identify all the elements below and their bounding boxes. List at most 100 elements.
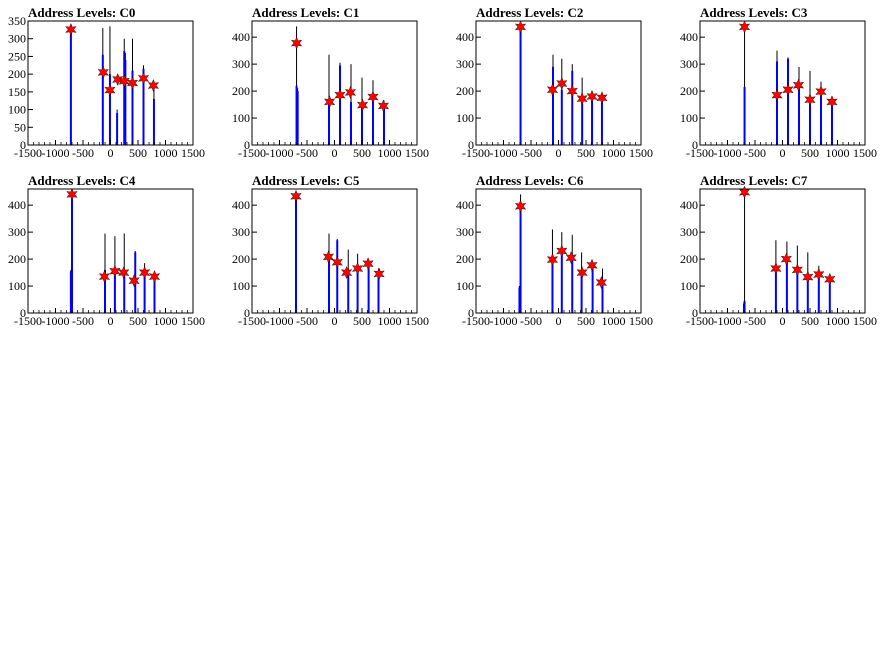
peak-star-marker (802, 270, 814, 284)
x-tick-label: -1000 (714, 314, 742, 328)
peak-star-marker (782, 83, 794, 97)
histogram-bar (101, 54, 104, 145)
peak-star-marker (331, 255, 343, 269)
x-tick-label: -1500 (462, 146, 490, 160)
histogram-bar (131, 70, 134, 145)
histogram-bar (372, 97, 374, 145)
peak-star-marker (514, 20, 527, 34)
peak-star-marker (148, 270, 161, 284)
histogram-bar (69, 26, 72, 145)
histogram-bar (123, 269, 126, 313)
histogram-bar (339, 65, 341, 145)
peak-star-marker (586, 258, 598, 272)
histogram-bar (295, 197, 297, 313)
histogram-bar (328, 256, 330, 313)
peak-star-marker (546, 83, 559, 97)
y-tick-label: 100 (8, 279, 26, 293)
y-tick-label: 400 (680, 198, 698, 212)
x-tick-label: -1000 (490, 314, 518, 328)
x-tick-label: -1500 (14, 314, 42, 328)
x-tick-label: 1500 (405, 146, 429, 160)
x-tick-label: -1500 (686, 146, 714, 160)
x-tick-label: 500 (353, 314, 371, 328)
peak-star-marker (813, 267, 825, 282)
y-tick-label: 400 (232, 198, 250, 212)
peak-star-marker (514, 199, 527, 213)
peak-star-marker (351, 261, 364, 276)
x-tick-label: 500 (577, 146, 595, 160)
peak-star-marker (373, 267, 385, 281)
peak-star-marker (118, 74, 130, 88)
histogram-bar (124, 59, 127, 145)
histogram-bar (571, 256, 574, 313)
x-tick-label: 1000 (154, 314, 178, 328)
y-tick-label: 0 (692, 306, 698, 320)
peak-star-marker (138, 266, 151, 280)
peak-star-marker (556, 76, 568, 91)
y-tick-label: 100 (232, 111, 250, 125)
y-tick-label: 350 (8, 14, 26, 28)
histogram-bar (518, 287, 521, 313)
peak-star-marker (738, 20, 751, 34)
peak-star-marker (112, 72, 124, 87)
x-tick-label: 0 (108, 146, 114, 160)
histogram-bar (123, 51, 126, 145)
histogram-bar (347, 272, 350, 313)
histogram-bar (383, 104, 385, 145)
x-tick-label: -500 (296, 314, 318, 328)
y-tick-label: 300 (8, 32, 26, 46)
x-tick-label: 0 (780, 314, 786, 328)
peak-star-marker (576, 92, 588, 106)
y-tick-label: 0 (244, 306, 250, 320)
y-tick-label: 300 (680, 57, 698, 71)
y-tick-label: 400 (680, 30, 698, 44)
plot-frame (475, 188, 642, 314)
x-tick-label: 1000 (378, 314, 402, 328)
histogram-bar (116, 113, 119, 145)
x-tick-label: 500 (353, 146, 371, 160)
histogram-bar (328, 101, 330, 145)
x-tick-label: 1000 (378, 146, 402, 160)
peak-star-marker (780, 252, 792, 266)
x-tick-label: 1000 (154, 146, 178, 160)
histogram-bar (809, 101, 811, 145)
y-tick-label: 300 (8, 225, 26, 239)
y-tick-label: 400 (8, 198, 26, 212)
y-tick-label: 300 (680, 225, 698, 239)
chart-title: Address Levels: C4 (28, 173, 136, 188)
histogram-bar (519, 26, 522, 145)
x-tick-label: -1000 (42, 314, 70, 328)
histogram-bar (743, 87, 746, 145)
x-tick-label: -1000 (714, 146, 742, 160)
x-tick-label: -500 (296, 146, 318, 160)
y-tick-label: 400 (456, 198, 474, 212)
plot-frame (251, 20, 418, 146)
peak-star-marker (565, 251, 577, 265)
histogram-bar (153, 277, 156, 313)
peak-star-marker (147, 78, 160, 93)
histogram-bar (591, 93, 594, 145)
histogram-bar (817, 275, 820, 313)
peak-star-marker (356, 98, 369, 112)
chart-panel-4: Address Levels: C4 0 100 200 300 400 -1500 -100… (8, 173, 205, 328)
chart-title: Address Levels: C0 (28, 5, 135, 20)
x-tick-label: -1500 (238, 146, 266, 160)
histogram-bar (776, 61, 778, 145)
chart-panel-5: Address Levels: C5 0 100 200 300 400 -1500 -100… (232, 173, 429, 328)
peak-star-marker (826, 95, 838, 109)
x-tick-label: -1000 (266, 146, 294, 160)
histogram-bar (571, 70, 574, 145)
y-tick-label: 300 (456, 57, 474, 71)
histogram-bar (600, 99, 603, 145)
y-tick-label: 150 (8, 85, 26, 99)
chart-title: Address Levels: C2 (476, 5, 583, 20)
peak-star-marker (576, 266, 588, 280)
x-tick-label: 0 (332, 314, 338, 328)
histogram-bar (356, 269, 359, 313)
histogram-bar (143, 272, 146, 313)
plot-frame (27, 188, 194, 314)
chart-panel-1: Address Levels: C1 0 100 200 300 400 -1500 -100… (232, 5, 429, 160)
histogram-bar (295, 85, 298, 145)
x-tick-label: 1500 (629, 314, 653, 328)
